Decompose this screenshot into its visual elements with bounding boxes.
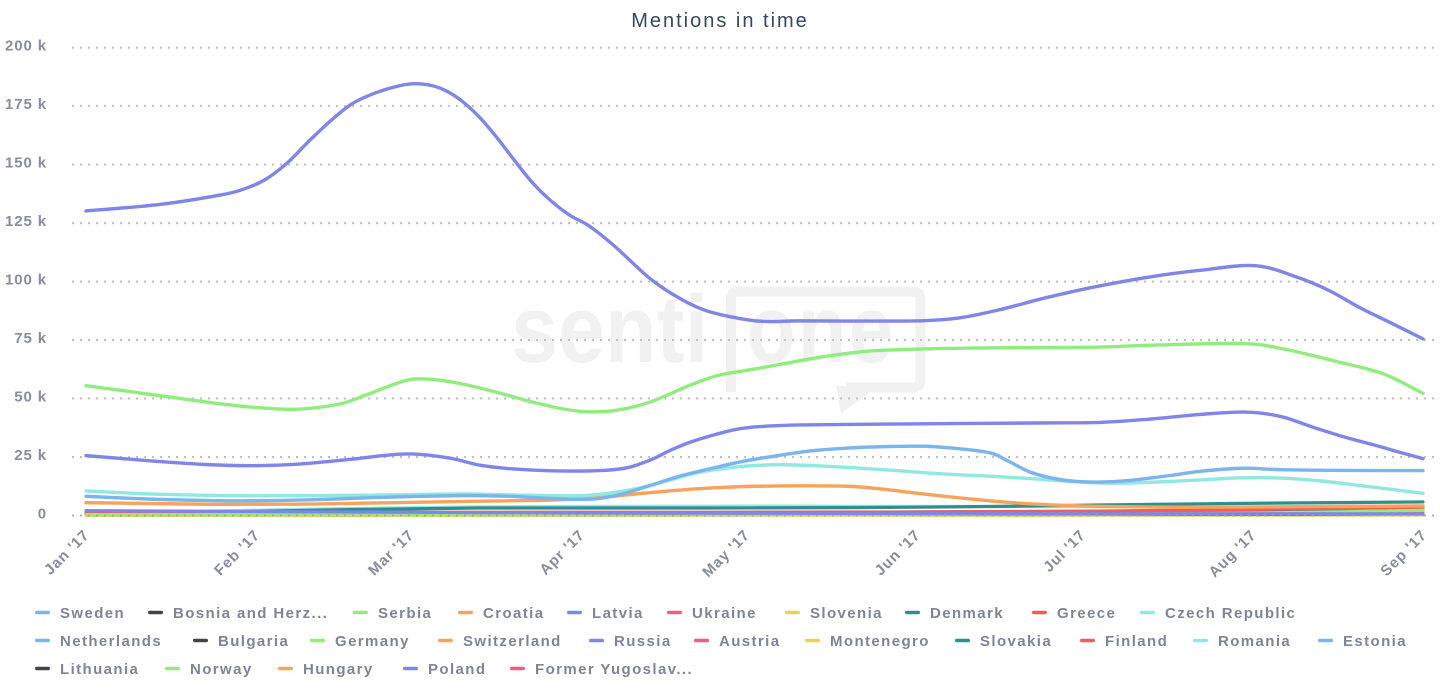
svg-text:Estonia: Estonia xyxy=(1343,633,1407,650)
svg-text:Norway: Norway xyxy=(190,661,253,678)
svg-text:Hungary: Hungary xyxy=(303,661,374,678)
svg-text:Slovakia: Slovakia xyxy=(980,633,1052,650)
svg-text:50 k: 50 k xyxy=(14,388,47,405)
svg-text:Germany: Germany xyxy=(335,633,410,650)
svg-text:Serbia: Serbia xyxy=(378,605,432,622)
svg-text:Czech Republic: Czech Republic xyxy=(1165,605,1296,622)
svg-text:175 k: 175 k xyxy=(5,96,47,113)
svg-text:Netherlands: Netherlands xyxy=(60,633,162,650)
svg-text:Sweden: Sweden xyxy=(60,605,125,622)
svg-text:Latvia: Latvia xyxy=(592,605,644,622)
svg-text:Romania: Romania xyxy=(1218,633,1291,650)
svg-text:150 k: 150 k xyxy=(5,154,47,171)
svg-text:200 k: 200 k xyxy=(5,38,47,55)
svg-text:Lithuania: Lithuania xyxy=(60,661,139,678)
svg-text:Denmark: Denmark xyxy=(930,605,1004,622)
svg-text:Poland: Poland xyxy=(428,661,486,678)
svg-text:senti: senti xyxy=(511,276,708,383)
svg-text:Russia: Russia xyxy=(614,633,672,650)
svg-text:Austria: Austria xyxy=(719,633,780,650)
svg-text:Slovenia: Slovenia xyxy=(810,605,883,622)
svg-text:Bosnia and Herz...: Bosnia and Herz... xyxy=(173,605,328,622)
svg-text:Ukraine: Ukraine xyxy=(692,605,757,622)
svg-text:75 k: 75 k xyxy=(14,330,47,347)
svg-text:Greece: Greece xyxy=(1057,605,1116,622)
svg-text:125 k: 125 k xyxy=(5,213,47,230)
svg-text:Bulgaria: Bulgaria xyxy=(218,633,289,650)
svg-text:Switzerland: Switzerland xyxy=(463,633,562,650)
svg-text:0: 0 xyxy=(38,505,47,522)
svg-text:Croatia: Croatia xyxy=(483,605,544,622)
svg-text:Finland: Finland xyxy=(1105,633,1168,650)
svg-text:Montenegro: Montenegro xyxy=(830,633,930,650)
svg-text:100 k: 100 k xyxy=(5,271,47,288)
svg-text:Mentions in time: Mentions in time xyxy=(631,10,809,32)
svg-text:25 k: 25 k xyxy=(14,447,47,464)
svg-text:Former Yugoslav...: Former Yugoslav... xyxy=(535,661,693,678)
